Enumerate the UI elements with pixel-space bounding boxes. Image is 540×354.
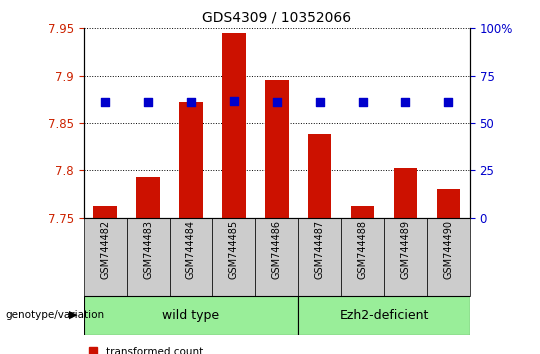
Bar [136,177,160,218]
Bar [84,296,298,335]
Bar [308,135,332,218]
Point [315,99,324,105]
Bar [84,218,126,296]
Bar [384,218,427,296]
Text: wild type: wild type [163,309,220,321]
Bar [179,102,202,218]
Bar [222,33,246,218]
Bar [394,169,417,218]
Text: ▶: ▶ [69,310,77,320]
Text: GSM744487: GSM744487 [315,220,325,279]
Text: GSM744486: GSM744486 [272,220,282,279]
Bar [93,206,117,218]
Text: Ezh2-deficient: Ezh2-deficient [339,309,429,321]
Bar [126,218,170,296]
Point [101,99,110,105]
Point [401,99,410,105]
Text: GSM744489: GSM744489 [401,220,410,279]
Point [358,99,367,105]
Bar [255,218,298,296]
Bar [436,189,460,218]
Legend: transformed count, percentile rank within the sample: transformed count, percentile rank withi… [89,347,281,354]
Point [273,99,281,105]
Point [187,99,195,105]
Text: GSM744485: GSM744485 [229,220,239,279]
Text: GSM744484: GSM744484 [186,220,196,279]
Point [144,99,152,105]
Bar [298,296,470,335]
Bar [170,218,212,296]
Text: GSM744482: GSM744482 [100,220,110,279]
Text: GSM744488: GSM744488 [357,220,368,279]
Bar [265,80,288,218]
Bar [298,218,341,296]
Bar [427,218,470,296]
Bar [212,218,255,296]
Point [230,98,238,104]
Text: GSM744483: GSM744483 [143,220,153,279]
Bar [341,218,384,296]
Text: GSM744490: GSM744490 [443,220,454,279]
Title: GDS4309 / 10352066: GDS4309 / 10352066 [202,10,352,24]
Bar [351,206,374,218]
Point [444,99,453,105]
Text: genotype/variation: genotype/variation [5,310,105,320]
